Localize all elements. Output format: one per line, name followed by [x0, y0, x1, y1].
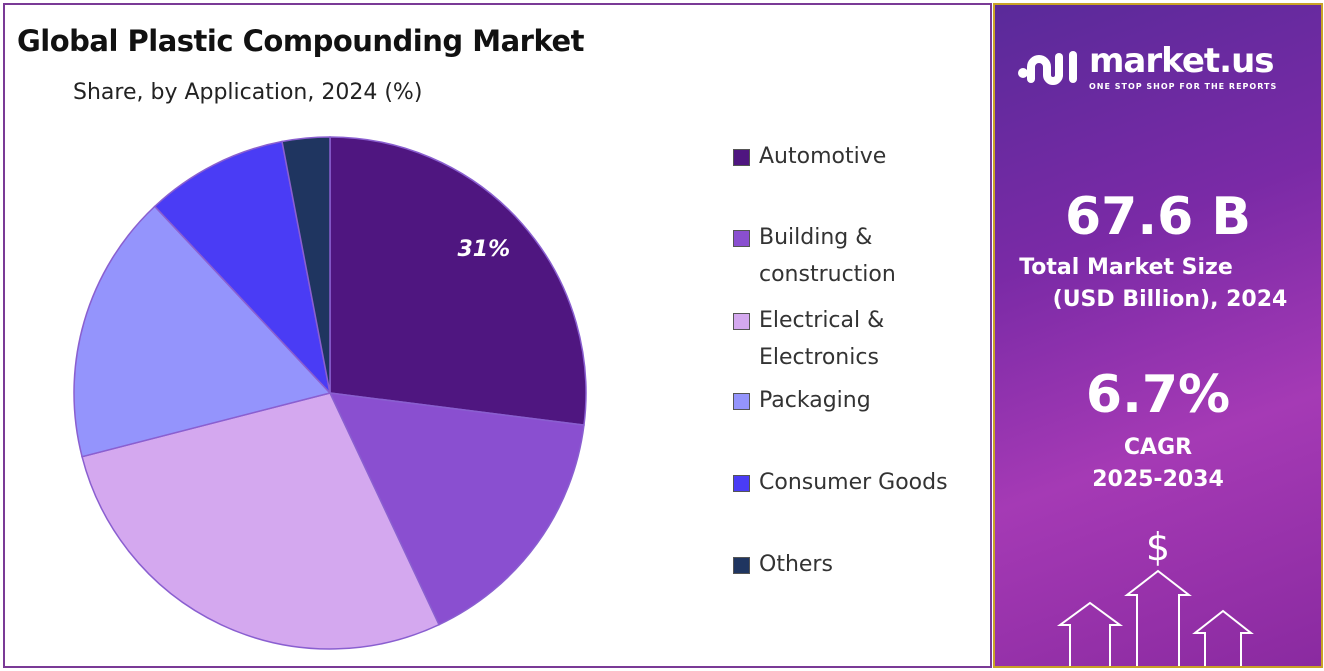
legend-swatch: [733, 475, 750, 492]
legend-item: Others: [733, 546, 988, 583]
summary-panel: market.us ONE STOP SHOP FOR THE REPORTS …: [993, 3, 1323, 668]
cagr-period: 2025-2034: [1092, 467, 1224, 492]
pie-chart: 31%: [73, 136, 587, 650]
legend-swatch: [733, 230, 750, 247]
market-size-value: 67.6 B: [1064, 187, 1252, 247]
pie-slice-consumer-goods: [153, 140, 332, 396]
market-us-logo: market.us ONE STOP SHOP FOR THE REPORTS: [1017, 41, 1277, 93]
logo-icon: [1018, 51, 1077, 85]
pie-slice-packaging: [73, 205, 332, 458]
chart-panel: Global Plastic Compounding Market Share,…: [3, 3, 992, 668]
legend-item: Electrical & Electronics: [733, 302, 988, 376]
chart-subtitle: Share, by Application, 2024 (%): [73, 80, 423, 105]
cagr-label: CAGR: [1123, 435, 1193, 460]
legend-swatch: [733, 557, 750, 574]
legend-item: Consumer Goods: [733, 464, 988, 501]
growth-arrows-icon: [1056, 569, 1254, 666]
market-size-unit: (USD Billion), 2024: [1052, 287, 1288, 312]
brand-tagline: ONE STOP SHOP FOR THE REPORTS: [1089, 82, 1278, 91]
market-size-label: Total Market Size: [1019, 255, 1233, 280]
brand-name: market.us: [1089, 41, 1275, 81]
legend-swatch: [733, 313, 750, 330]
pie-slice-building-construction: [328, 392, 585, 626]
cagr-value: 6.7%: [1085, 365, 1231, 425]
legend-label: Others: [759, 552, 833, 577]
legend-label: Consumer Goods: [759, 470, 948, 495]
pie-slice-automotive: [329, 136, 587, 426]
legend-label: Packaging: [759, 388, 871, 413]
legend-label: Automotive: [759, 144, 887, 169]
pie-slice-others: [281, 136, 331, 394]
legend-swatch: [733, 393, 750, 410]
data-label: 31%: [457, 237, 510, 262]
legend-label: Electrical & Electronics: [759, 308, 885, 370]
pie-slice-electrical-electronics: [81, 392, 440, 650]
legend-swatch: [733, 149, 750, 166]
legend-item: Building & construction: [733, 219, 988, 293]
legend-item: Automotive: [733, 138, 988, 175]
dollar-icon: $: [1145, 525, 1171, 569]
legend-label: Building & construction: [759, 225, 896, 287]
chart-title: Global Plastic Compounding Market: [17, 24, 585, 58]
legend-item: Packaging: [733, 382, 988, 419]
